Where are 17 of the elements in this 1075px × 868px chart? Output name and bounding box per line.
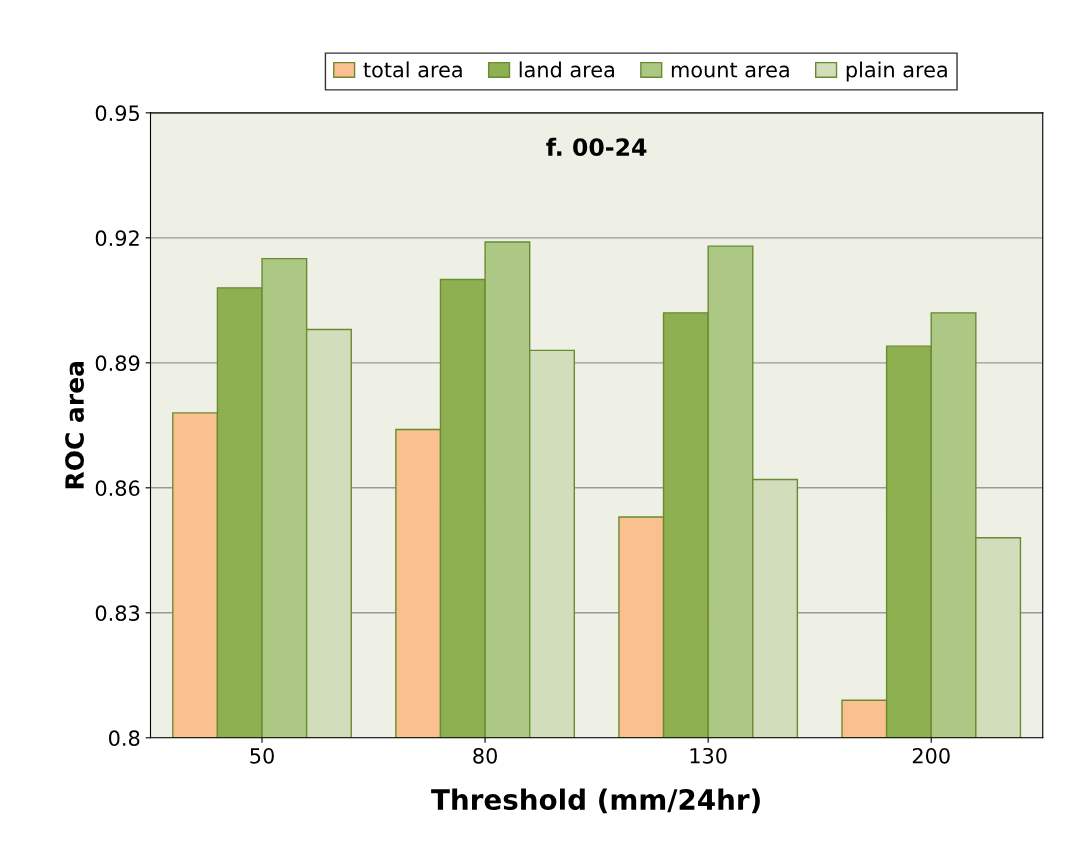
text: f. 00-24 [546,137,647,157]
y-tick-label: 0.86 [95,480,140,497]
legend-label: mount area [671,62,789,78]
x-tick-label: 200 [912,747,950,764]
legend-label: land area [519,61,614,78]
x-tick-label: 130 [690,747,727,764]
y-tick-label: 0.95 [95,105,139,122]
y-axis-title: ROC area [65,362,84,489]
x-tick-label: 80 [473,747,497,764]
legend-label: total area [363,61,462,78]
y-tick-label: 0.89 [95,355,140,372]
x-tick-label: 50 [250,747,274,764]
x-axis-title: Threshold (mm/24hr) [431,788,760,814]
y-tick-label: 0.92 [95,230,139,247]
y-tick-label: 0.8 [109,730,140,747]
legend-label: plain area [846,61,947,82]
y-tick-label: 0.83 [95,605,140,622]
